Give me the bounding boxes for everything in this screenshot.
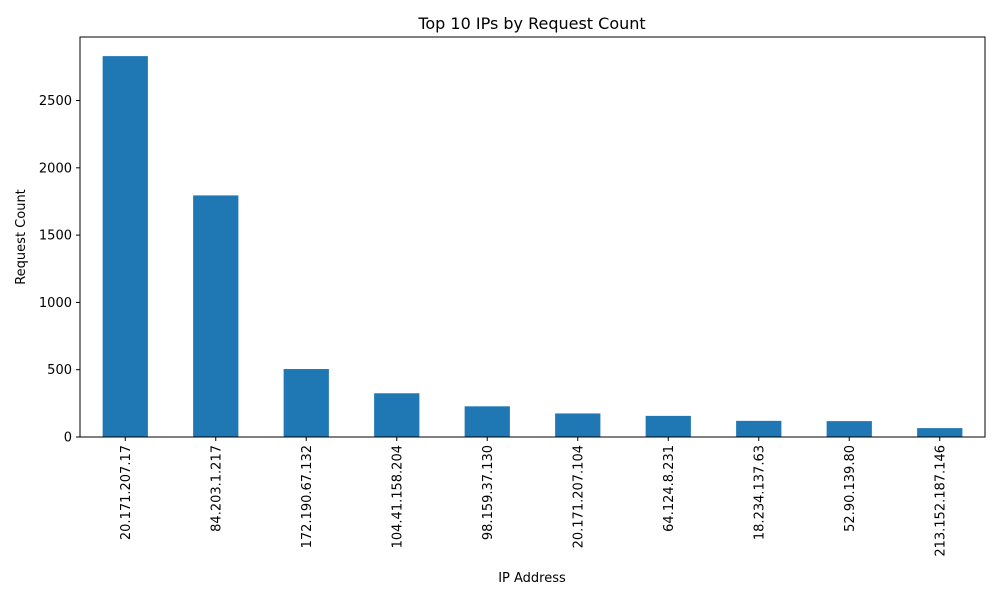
x-tick-label-5: 20.171.207.104 — [571, 445, 586, 548]
bar-8 — [826, 421, 872, 437]
x-axis-label: IP Address — [498, 571, 566, 586]
y-tick-label-5: 2500 — [39, 94, 72, 109]
x-tick-label-0: 20.171.207.17 — [119, 445, 134, 540]
chart-title: Top 10 IPs by Request Count — [417, 14, 645, 33]
x-tick-label-6: 64.124.8.231 — [662, 445, 677, 532]
x-tick-label-8: 52.90.139.80 — [843, 445, 858, 532]
bar-2 — [283, 369, 329, 437]
y-tick-label-2: 1000 — [39, 296, 72, 311]
bar-0 — [102, 56, 148, 438]
bar-5 — [555, 413, 601, 437]
bar-7 — [736, 420, 782, 437]
x-tick-label-9: 213.152.187.146 — [933, 445, 948, 557]
bar-1 — [193, 195, 239, 437]
y-tick-label-0: 0 — [64, 431, 72, 446]
x-tick-label-2: 172.190.67.132 — [300, 445, 315, 548]
x-tick-label-4: 98.159.37.130 — [481, 445, 496, 540]
x-tick-label-7: 18.234.137.63 — [752, 445, 767, 540]
bar-6 — [645, 415, 691, 437]
y-tick-label-3: 1500 — [39, 229, 72, 244]
x-tick-label-1: 84.203.1.217 — [209, 445, 224, 532]
y-tick-label-1: 500 — [47, 363, 72, 378]
bar-9 — [917, 428, 963, 437]
y-axis-label: Request Count — [14, 189, 29, 285]
x-tick-label-3: 104.41.158.204 — [390, 445, 405, 548]
plot-frame — [79, 36, 986, 438]
x-axis: 20.171.207.17 84.203.1.217 172.190.67.132 1… — [119, 437, 948, 557]
bar-4 — [464, 406, 510, 437]
bar-3 — [374, 393, 420, 437]
y-axis: 0 500 1000 1500 2000 2500 — [39, 94, 80, 446]
plot-area — [79, 36, 986, 438]
y-tick-label-4: 2000 — [39, 161, 72, 176]
